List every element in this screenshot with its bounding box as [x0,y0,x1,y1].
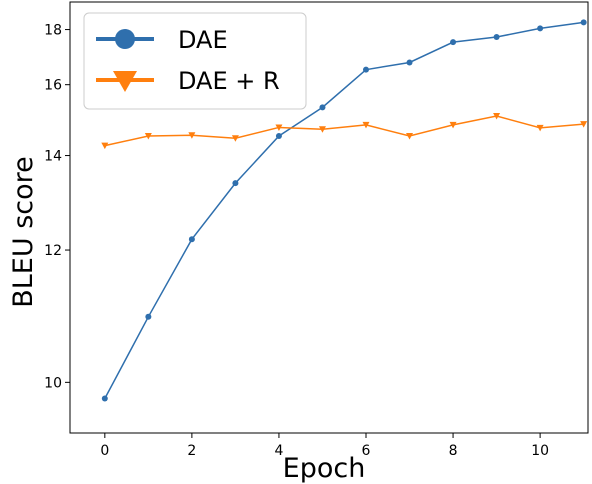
y-tick-label: 16 [44,78,62,94]
legend: DAE DAE + R [83,12,307,110]
data-point-dae-r [536,124,544,132]
plot-area [69,1,589,434]
y-tick-label: 10 [44,375,62,391]
legend-marker-dae-r [113,71,137,92]
data-point-dae [188,236,195,243]
legend-label-dae: DAE [178,26,228,54]
series-dae [101,19,587,402]
data-point-dae [232,180,239,187]
series-dae-r [101,112,588,150]
series-line-dae [104,21,584,399]
x-tick-label: 0 [100,443,109,459]
data-point-dae [145,313,152,320]
data-point-dae-r [406,133,414,140]
legend-entry-dae-r: DAE + R [96,67,280,95]
data-point-dae-r [318,126,326,133]
data-point-dae [450,39,457,46]
data-point-dae [319,104,326,111]
x-tick-label: 8 [449,443,458,459]
y-tick-label: 18 [44,23,62,39]
data-point-dae-r [188,132,196,139]
data-point-dae-r [493,112,501,120]
data-point-dae-r [275,124,283,131]
x-tick-label: 6 [362,443,371,459]
series-line-dae-r [104,115,584,147]
data-point-dae-r [231,135,239,142]
data-point-dae [275,133,282,140]
x-axis-ticks: 0 2 4 6 8 10 [100,433,549,459]
legend-entry-dae: DAE [96,26,228,54]
data-point-dae [406,59,413,66]
legend-marker-dae [115,29,135,49]
data-point-dae-r [144,133,152,140]
data-point-dae [363,66,369,73]
x-tick-label: 2 [187,443,196,459]
data-point-dae-r [449,121,457,129]
x-axis-title: Epoch [283,453,366,484]
data-point-dae [537,25,544,32]
x-tick-label: 10 [531,443,549,459]
y-axis-title: BLEU score [8,156,39,308]
data-point-dae [493,34,500,41]
data-point-dae [101,395,108,402]
plot-frame [69,1,589,434]
series-layer [101,19,588,402]
data-point-dae-r [362,121,370,129]
legend-label-dae-r: DAE + R [178,67,280,95]
y-axis-ticks: 10 12 14 16 18 [44,23,70,391]
data-point-dae-r [101,142,109,150]
y-tick-label: 12 [44,243,62,259]
y-tick-label: 14 [44,149,62,165]
data-point-dae-r [580,121,588,128]
x-tick-label: 4 [274,443,283,459]
data-point-dae [580,19,587,26]
